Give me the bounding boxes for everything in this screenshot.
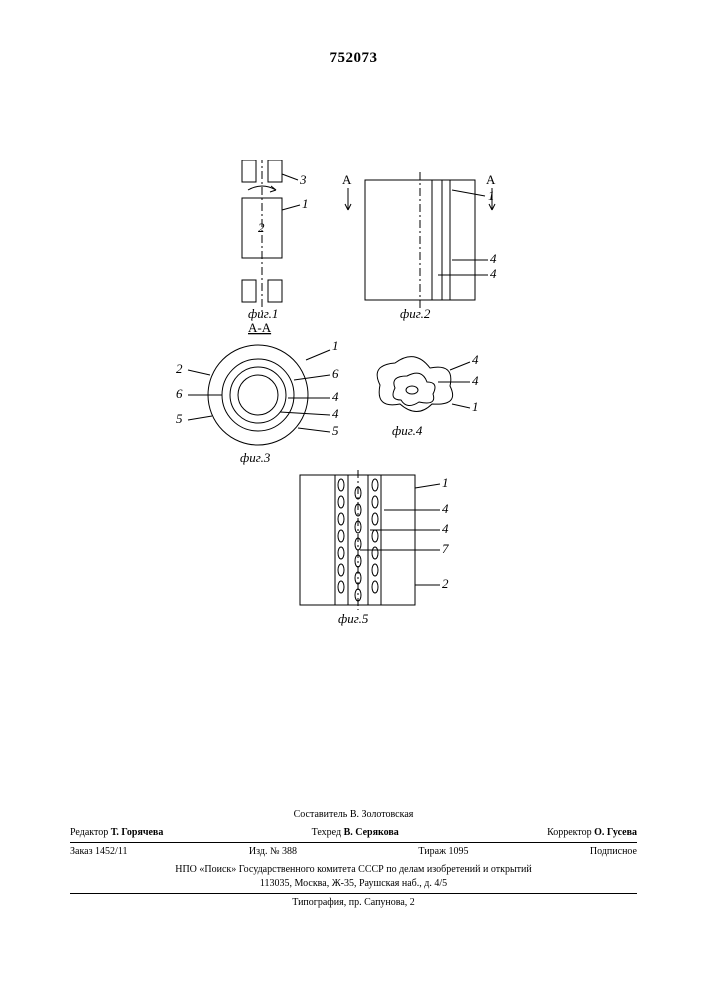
circulation: Тираж 1095 [418, 845, 468, 859]
fig5-c4a: 4 [442, 501, 449, 516]
compiler-line: Составитель В. Золотовская [70, 808, 637, 822]
fig2-callout-4b: 4 [490, 266, 497, 281]
fig4-caption: фиг.4 [392, 423, 423, 438]
print-info-row: Заказ 1452/11 Изд. № 388 Тираж 1095 Подп… [70, 842, 637, 859]
fig3-c5a: 5 [176, 411, 183, 426]
fig2-A-right: А [486, 172, 496, 187]
print-line-row: Типография, пр. Сапунова, 2 [70, 893, 637, 910]
fig1-section-label: А-А [248, 320, 272, 335]
org-block: НПО «Поиск» Государственного комитета СС… [70, 863, 637, 891]
editor: Редактор Т. Горячева [70, 826, 163, 840]
fig1-callout-2: 2 [258, 220, 265, 235]
fig5-c4b: 4 [442, 521, 449, 536]
figures-svg: 1 2 3 фиг.1 А-А А А 1 4 4 фиг.2 [170, 160, 530, 640]
fig5-c1: 1 [442, 475, 449, 490]
fig4-c4b: 4 [472, 373, 479, 388]
footer: Составитель В. Золотовская Редактор Т. Г… [70, 808, 637, 910]
edition: Изд. № 388 [249, 845, 297, 859]
fig4-c4a: 4 [472, 352, 479, 367]
fig5-caption: фиг.5 [338, 611, 369, 626]
org-line2: 113035, Москва, Ж-35, Раушская наб., д. … [70, 877, 637, 891]
fig1-callout-3: 3 [299, 172, 307, 187]
fig5: 1 4 4 7 2 фиг.5 [300, 470, 449, 626]
fig3: 2 6 5 1 6 4 4 5 фиг.3 [176, 338, 339, 465]
fig3-c5b: 5 [332, 423, 339, 438]
fig2-callout-1: 1 [488, 188, 495, 203]
compiler-label: Составитель [294, 809, 348, 820]
fig1-callout-1: 1 [302, 196, 309, 211]
fig3-c2: 2 [176, 361, 183, 376]
org-line1: НПО «Поиск» Государственного комитета СС… [70, 863, 637, 877]
fig3-c6b: 6 [332, 366, 339, 381]
fig1: 1 2 3 фиг.1 А-А [242, 160, 309, 335]
compiler-name: В. Золотовская [350, 809, 414, 820]
fig3-c4a: 4 [332, 389, 339, 404]
fig3-c1: 1 [332, 338, 339, 353]
subscription: Подписное [590, 845, 637, 859]
fig4-c1: 1 [472, 399, 479, 414]
fig2-caption: фиг.2 [400, 306, 431, 321]
techred: Техред В. Серякова [312, 826, 399, 840]
fig1-caption: фиг.1 [248, 306, 278, 321]
fig3-caption: фиг.3 [240, 450, 271, 465]
document-number: 752073 [0, 50, 707, 67]
figure-area: 1 2 3 фиг.1 А-А А А 1 4 4 фиг.2 [170, 160, 530, 640]
corrector: Корректор О. Гусева [547, 826, 637, 840]
order: Заказ 1452/11 [70, 845, 127, 859]
fig5-c7: 7 [442, 541, 449, 556]
fig2-A-left: А [342, 172, 352, 187]
credits-row: Редактор Т. Горячева Техред В. Серякова … [70, 824, 637, 840]
fig3-c6a: 6 [176, 386, 183, 401]
print-line: Типография, пр. Сапунова, 2 [292, 896, 415, 910]
fig2: А А 1 4 4 фиг.2 [342, 172, 497, 321]
fig3-c4b: 4 [332, 406, 339, 421]
fig5-c2: 2 [442, 576, 449, 591]
fig2-callout-4a: 4 [490, 251, 497, 266]
fig4: 4 4 1 фиг.4 [377, 352, 479, 438]
